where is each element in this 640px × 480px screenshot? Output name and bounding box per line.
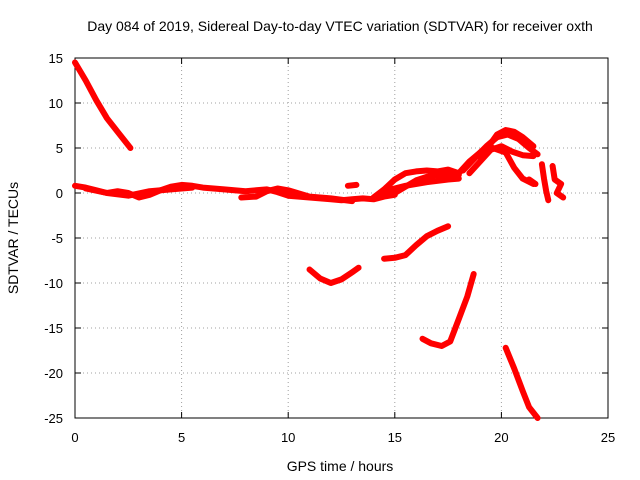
y-tick-label: -15 — [44, 321, 63, 336]
series-arc-18 — [502, 344, 541, 421]
y-tick-labels: 15 10 5 0 -5 -10 -15 -20 -25 — [44, 51, 63, 426]
x-tick-label: 10 — [281, 430, 295, 445]
series-arc-15 — [306, 264, 362, 286]
series-arc-1 — [72, 59, 134, 151]
data-series — [72, 59, 567, 421]
x-tick-label: 20 — [494, 430, 508, 445]
plot-frame — [74, 57, 609, 419]
y-tick-label: -20 — [44, 366, 63, 381]
series-arc-11 — [477, 145, 537, 187]
y-axis-label: SDTVAR / TECUs — [5, 182, 21, 294]
x-axis-label: GPS time / hours — [287, 458, 394, 474]
series-arc-8 — [381, 175, 462, 195]
series-arc-5 — [344, 181, 360, 189]
y-tick-label: -25 — [44, 411, 63, 426]
x-tick-label: 5 — [178, 430, 185, 445]
x-tick-labels: 0 5 10 15 20 25 — [71, 430, 615, 445]
y-tick-label: 5 — [56, 141, 63, 156]
series-arc-10 — [466, 143, 537, 177]
x-tick-label: 15 — [388, 430, 402, 445]
series-arc-16 — [381, 223, 452, 262]
series-arc-17 — [419, 271, 477, 349]
x-tick-label: 0 — [71, 430, 78, 445]
x-tick-label: 25 — [601, 430, 615, 445]
y-tick-label: -10 — [44, 276, 63, 291]
y-tick-label: -5 — [51, 231, 63, 246]
y-tick-label: 0 — [56, 186, 63, 201]
series-arc-13 — [538, 161, 552, 204]
series-arc-9 — [460, 131, 541, 174]
chart-title: Day 084 of 2019, Sidereal Day-to-day VTE… — [87, 18, 593, 34]
series-arc-14 — [549, 163, 567, 201]
series-arc-3 — [82, 184, 196, 199]
axis-ticks — [74, 57, 609, 419]
series-arc-4 — [238, 185, 356, 205]
series-arc-12 — [526, 176, 539, 187]
y-tick-label: 10 — [49, 96, 63, 111]
grid — [75, 58, 608, 418]
y-tick-label: 15 — [49, 51, 63, 66]
series-arc-7 — [376, 172, 462, 198]
